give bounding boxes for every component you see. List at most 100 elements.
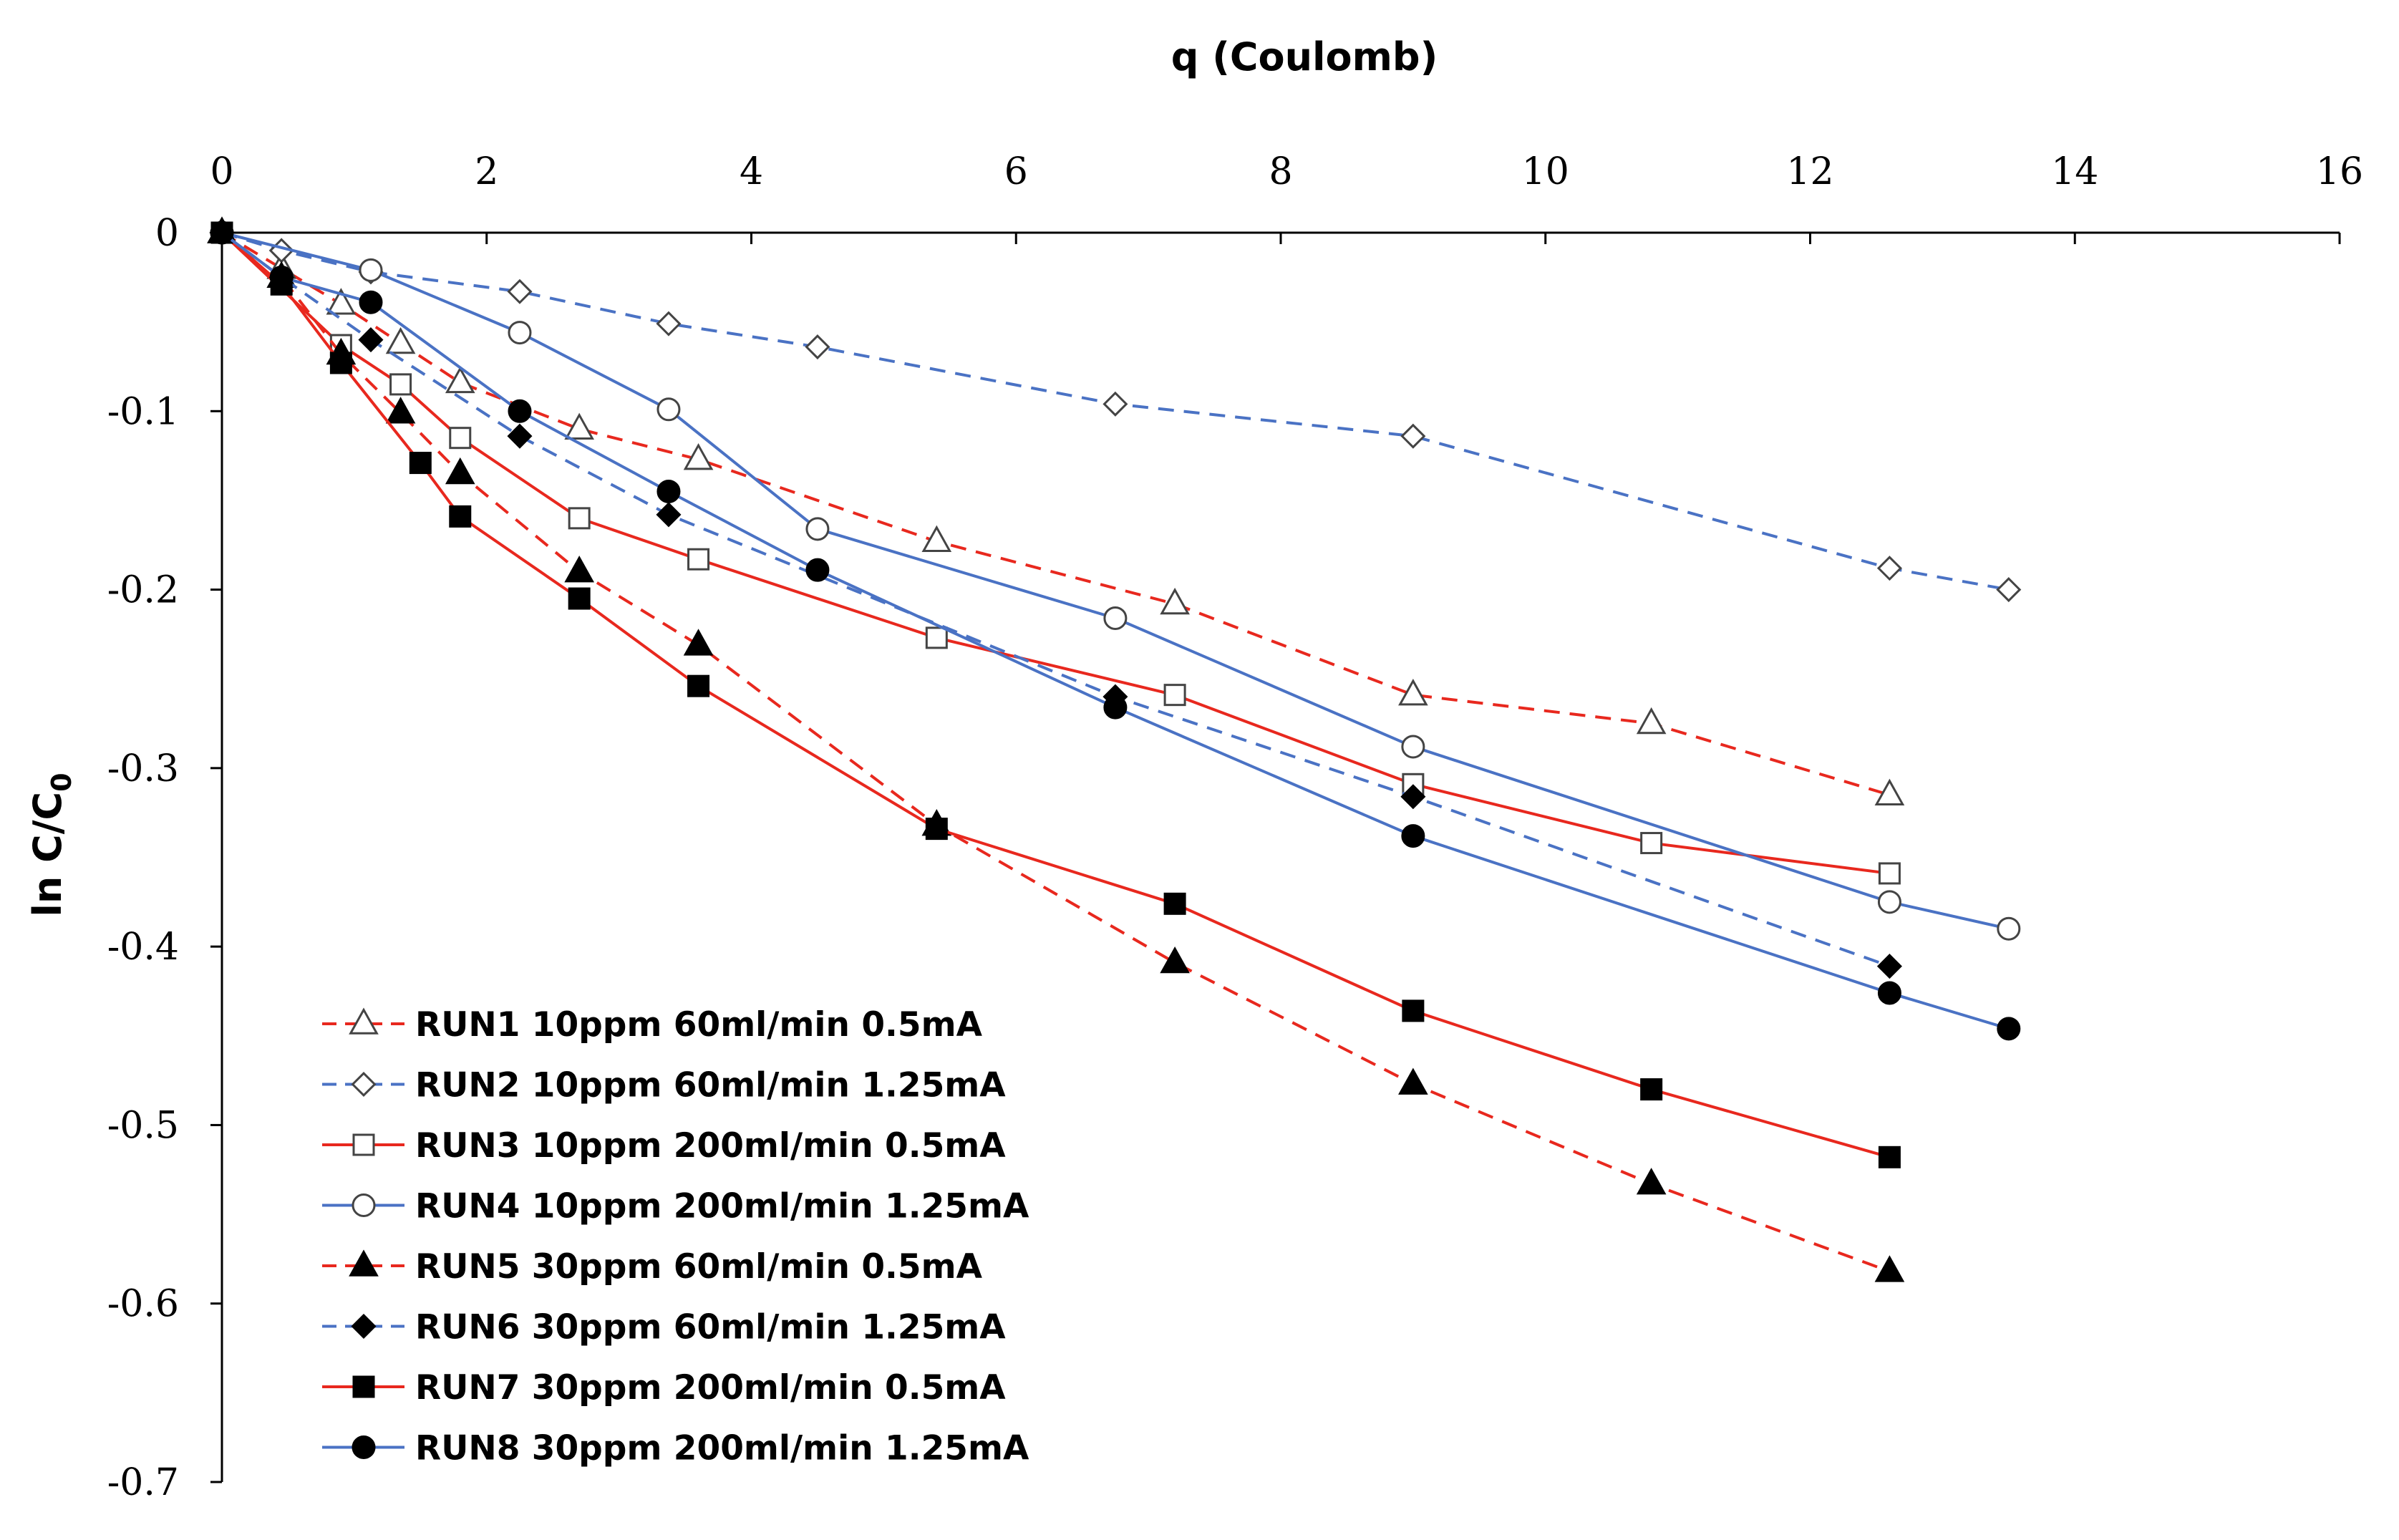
data-point xyxy=(1877,981,1901,1005)
legend-item: RUN8 30ppm 200ml/min 1.25mA xyxy=(322,1429,1029,1468)
data-point xyxy=(1163,892,1186,915)
legend-marker xyxy=(349,1249,379,1277)
data-point xyxy=(1877,890,1901,914)
data-point xyxy=(656,311,682,336)
data-point xyxy=(1640,832,1663,855)
x-tick-label: 6 xyxy=(1004,150,1028,193)
x-ticks: 0 2 4 6 8 10 12 14 16 xyxy=(210,150,2363,244)
data-point xyxy=(210,221,234,245)
y-tick-label: -0.4 xyxy=(107,926,179,969)
legend-marker xyxy=(352,1435,376,1459)
x-axis-title: q (Coulomb) xyxy=(1171,34,1438,79)
x-tick-label: 4 xyxy=(740,150,763,193)
x-tick-label: 12 xyxy=(1786,150,1833,193)
legend-item: RUN1 10ppm 60ml/min 0.5mA xyxy=(322,1005,983,1045)
series-line xyxy=(221,231,2010,931)
series-run7 xyxy=(210,221,1901,1168)
data-point xyxy=(1103,695,1128,720)
data-point xyxy=(1997,1017,2021,1041)
y-tick-label: -0.7 xyxy=(107,1461,179,1504)
data-point xyxy=(507,279,533,304)
y-axis-title-subscript: 0 xyxy=(46,773,77,791)
data-point xyxy=(921,525,952,552)
data-point xyxy=(687,674,710,697)
x-tick-label: 0 xyxy=(210,150,233,193)
legend-marker xyxy=(349,1007,379,1035)
data-point xyxy=(564,412,594,440)
data-point xyxy=(568,587,591,610)
data-point xyxy=(389,373,412,396)
data-point xyxy=(568,507,591,530)
data-point xyxy=(508,399,532,423)
data-point xyxy=(1878,1146,1901,1168)
legend-marker xyxy=(352,1375,375,1398)
data-point xyxy=(1996,577,2022,603)
y-ticks: 0 -0.1 -0.2 -0.3 -0.4 -0.5 -0.6 -0.7 xyxy=(107,212,222,1504)
data-point xyxy=(687,548,710,571)
legend-label: RUN5 30ppm 60ml/min 0.5mA xyxy=(415,1247,983,1287)
data-point xyxy=(385,397,416,424)
legend-label: RUN7 30ppm 200ml/min 0.5mA xyxy=(415,1368,1006,1408)
legend-label: RUN6 30ppm 60ml/min 1.25mA xyxy=(415,1308,1006,1347)
data-point xyxy=(1640,1078,1663,1101)
data-point xyxy=(359,258,383,282)
series-line xyxy=(220,231,1890,797)
legend-label: RUN2 10ppm 60ml/min 1.25mA xyxy=(415,1066,1006,1105)
data-point xyxy=(1997,916,2021,941)
legend-item: RUN6 30ppm 60ml/min 1.25mA xyxy=(322,1308,1006,1347)
data-point xyxy=(409,452,432,475)
data-point xyxy=(508,321,532,345)
y-tick-label: 0 xyxy=(155,212,179,255)
series-line xyxy=(220,231,2010,1030)
data-point xyxy=(1398,1067,1428,1095)
legend-marker xyxy=(351,1313,377,1340)
series-line xyxy=(220,231,1890,875)
data-point xyxy=(805,558,830,582)
data-point xyxy=(925,818,948,841)
data-point xyxy=(1401,824,1425,848)
legend-item: RUN4 10ppm 200ml/min 1.25mA xyxy=(322,1187,1029,1226)
data-point xyxy=(1636,707,1667,735)
data-point xyxy=(507,423,533,449)
y-tick-label: -0.3 xyxy=(107,747,179,790)
legend-label: RUN4 10ppm 200ml/min 1.25mA xyxy=(415,1187,1029,1226)
legend-item: RUN2 10ppm 60ml/min 1.25mA xyxy=(322,1066,1006,1105)
data-point xyxy=(329,352,352,374)
legend-item: RUN7 30ppm 200ml/min 0.5mA xyxy=(322,1368,1006,1408)
data-point xyxy=(358,327,384,353)
legend-label: RUN8 30ppm 200ml/min 1.25mA xyxy=(415,1429,1029,1468)
data-point xyxy=(656,397,681,422)
data-point xyxy=(269,265,294,289)
data-point xyxy=(925,626,948,649)
axes: 0 2 4 6 8 10 12 14 16 0 -0.1 -0.2 -0.3 -0.4 -0.5 -0.6 -… xyxy=(25,34,2363,1504)
data-point xyxy=(385,326,416,354)
series-line xyxy=(220,231,1891,1273)
data-point xyxy=(683,442,714,470)
x-tick-label: 10 xyxy=(1522,150,1569,193)
series-run8 xyxy=(210,221,2021,1041)
x-tick-label: 16 xyxy=(2316,150,2363,193)
data-point xyxy=(445,457,475,485)
data-point xyxy=(683,629,714,656)
x-tick-label: 14 xyxy=(2051,150,2098,193)
data-point xyxy=(1876,556,1902,581)
series-run3 xyxy=(210,221,1901,885)
data-point xyxy=(1874,1255,1905,1282)
legend-marker xyxy=(352,1193,376,1217)
data-point xyxy=(1636,1168,1667,1195)
x-tick-label: 8 xyxy=(1269,150,1292,193)
y-tick-label: -0.2 xyxy=(107,569,179,612)
series-line xyxy=(221,231,2010,591)
data-point xyxy=(1103,606,1128,630)
data-point xyxy=(449,505,472,528)
data-point xyxy=(1398,679,1428,706)
y-axis-title-main: ln C/C xyxy=(25,792,70,917)
legend-item: RUN3 10ppm 200ml/min 0.5mA xyxy=(322,1126,1006,1166)
data-point xyxy=(805,334,830,360)
data-point xyxy=(1163,684,1186,707)
data-point xyxy=(1400,784,1426,810)
data-point xyxy=(326,288,357,315)
legend-item: RUN5 30ppm 60ml/min 0.5mA xyxy=(322,1247,983,1287)
